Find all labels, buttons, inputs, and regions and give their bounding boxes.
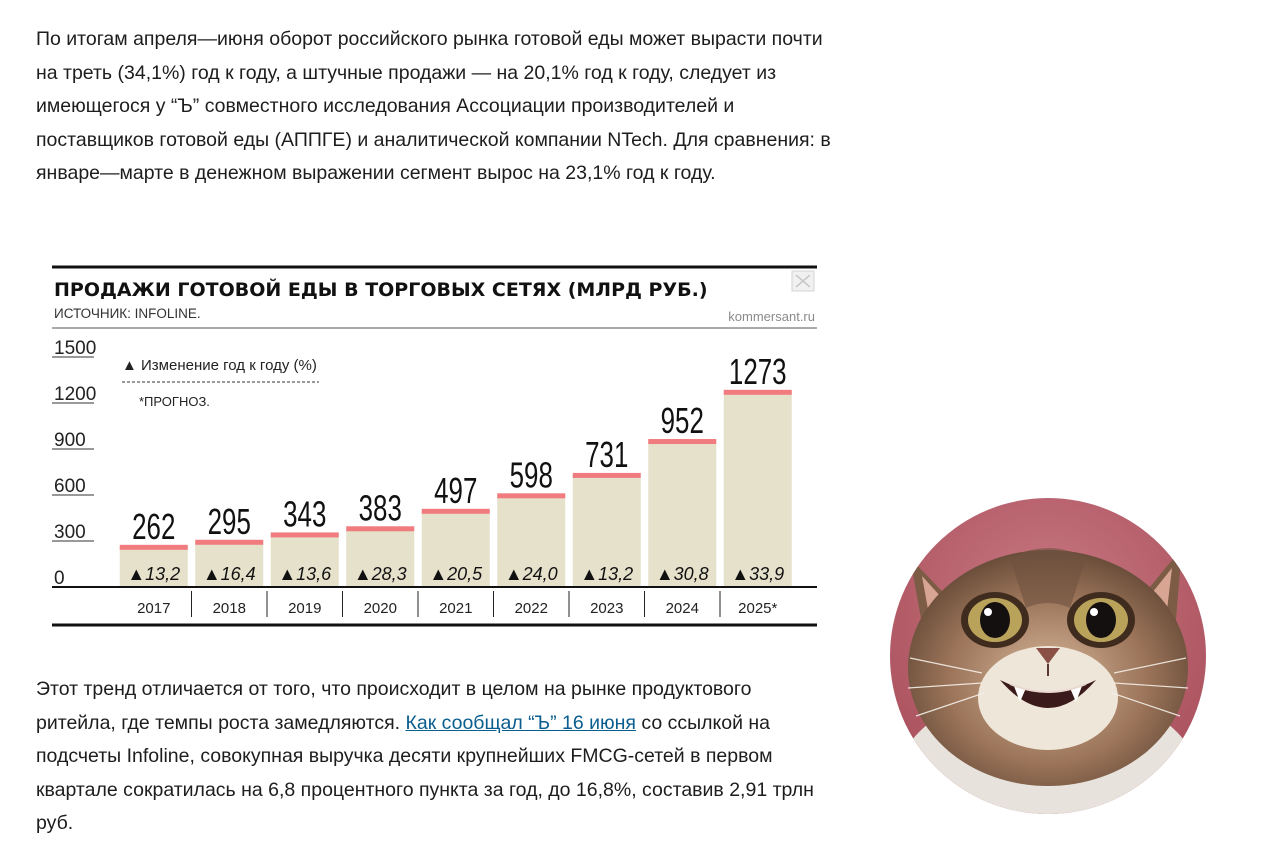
bar-top-marker: [497, 493, 566, 499]
y-tick-label: 300: [54, 522, 86, 543]
bar-top-marker: [723, 389, 792, 395]
x-axis: 2017 2018 2019 2020 2021 2022 2023 2024 2025*: [52, 586, 817, 617]
share-icon[interactable]: [791, 270, 815, 292]
forecast-note: *ПРОГНОЗ.: [139, 394, 210, 409]
bar-top-marker: [572, 472, 641, 478]
x-tick-label: 2022: [515, 600, 548, 617]
cat-avatar: [890, 498, 1206, 814]
sales-chart: ПРОДАЖИ ГОТОВОЙ ЕДЫ В ТОРГОВЫХ СЕТЯХ (МЛ…: [52, 265, 817, 630]
change-label: ▲20,5: [429, 564, 483, 584]
x-tick-label: 2019: [288, 600, 321, 617]
x-tick-label: 2023: [590, 600, 623, 617]
change-label: ▲13,2: [580, 564, 633, 584]
bar: [723, 391, 792, 587]
bar: [119, 546, 188, 587]
bar-value-label: 497: [434, 471, 477, 511]
bar-value-label: 262: [132, 507, 175, 547]
change-label: ▲24,0: [505, 564, 558, 584]
chart-source: ИСТОЧНИК: INFOLINE.: [54, 306, 201, 321]
change-label: ▲13,2: [127, 564, 180, 584]
bar: [572, 474, 641, 587]
y-tick-label: 1200: [54, 384, 96, 405]
bar-top-marker: [648, 439, 717, 445]
x-tick-label: 2025*: [738, 600, 777, 617]
change-label: ▲16,4: [203, 564, 256, 584]
p2-text-start: Этот тренд отличается от того, что проис…: [36, 678, 752, 734]
x-tick-label: 2017: [137, 600, 170, 617]
x-tick-label: 2018: [213, 600, 246, 617]
chart-svg: ПРОДАЖИ ГОТОВОЙ ЕДЫ В ТОРГОВЫХ СЕТЯХ (МЛ…: [52, 265, 817, 627]
chart-title: ПРОДАЖИ ГОТОВОЙ ЕДЫ В ТОРГОВЫХ СЕТЯХ (МЛ…: [54, 278, 708, 301]
change-label: ▲13,6: [278, 564, 332, 584]
y-tick-label: 900: [54, 430, 86, 451]
bar-value-label: 952: [661, 401, 704, 441]
x-tick-label: 2024: [666, 600, 699, 617]
bar-value-label: 731: [585, 435, 628, 475]
legend-change-label: ▲ Изменение год к году (%): [122, 357, 317, 374]
bar: [346, 528, 415, 587]
x-tick-label: 2021: [439, 600, 472, 617]
y-tick-label: 600: [54, 476, 86, 497]
change-label: ▲33,9: [731, 564, 784, 584]
y-axis: 0 300 600 900 1200 1500: [52, 338, 96, 589]
chart-site: kommersant.ru: [728, 309, 815, 324]
article-link[interactable]: Как сообщал “Ъ” 16 июня: [405, 711, 636, 734]
bar-top-marker: [195, 539, 264, 545]
bar-top-marker: [119, 544, 188, 550]
bar-value-label: 343: [283, 494, 326, 534]
bar-top-marker: [346, 526, 415, 532]
p2-text-end: со ссылкой на подсчеты Infoline, совокуп…: [36, 711, 814, 835]
y-tick-label: 1500: [54, 338, 96, 359]
article-paragraph-2: Этот тренд отличается от того, что проис…: [36, 673, 816, 841]
bar-top-marker: [270, 532, 339, 538]
bar: [270, 534, 339, 587]
change-label: ▲30,8: [656, 564, 709, 584]
bar-value-label: 598: [510, 455, 553, 495]
article-paragraph-1: По итогам апреля—июня оборот российского…: [36, 28, 831, 184]
bar-top-marker: [421, 508, 490, 514]
bar: [421, 510, 490, 587]
chart-legend: ▲ Изменение год к году (%) *ПРОГНОЗ.: [122, 357, 319, 409]
x-tick-label: 2020: [364, 600, 397, 617]
cat-image: [890, 498, 1206, 814]
bar: [497, 495, 566, 587]
bar-value-label: 295: [208, 502, 251, 542]
bar-value-label: 1273: [729, 352, 787, 392]
y-tick-label: 0: [54, 568, 65, 589]
change-label: ▲28,3: [354, 564, 407, 584]
bars: 262 ▲13,2 295 ▲16,4 343 ▲13,6 383 ▲28,3 497 ▲20,5…: [119, 352, 792, 587]
bar: [648, 441, 717, 587]
bar-value-label: 383: [359, 488, 402, 528]
bar: [195, 541, 264, 587]
